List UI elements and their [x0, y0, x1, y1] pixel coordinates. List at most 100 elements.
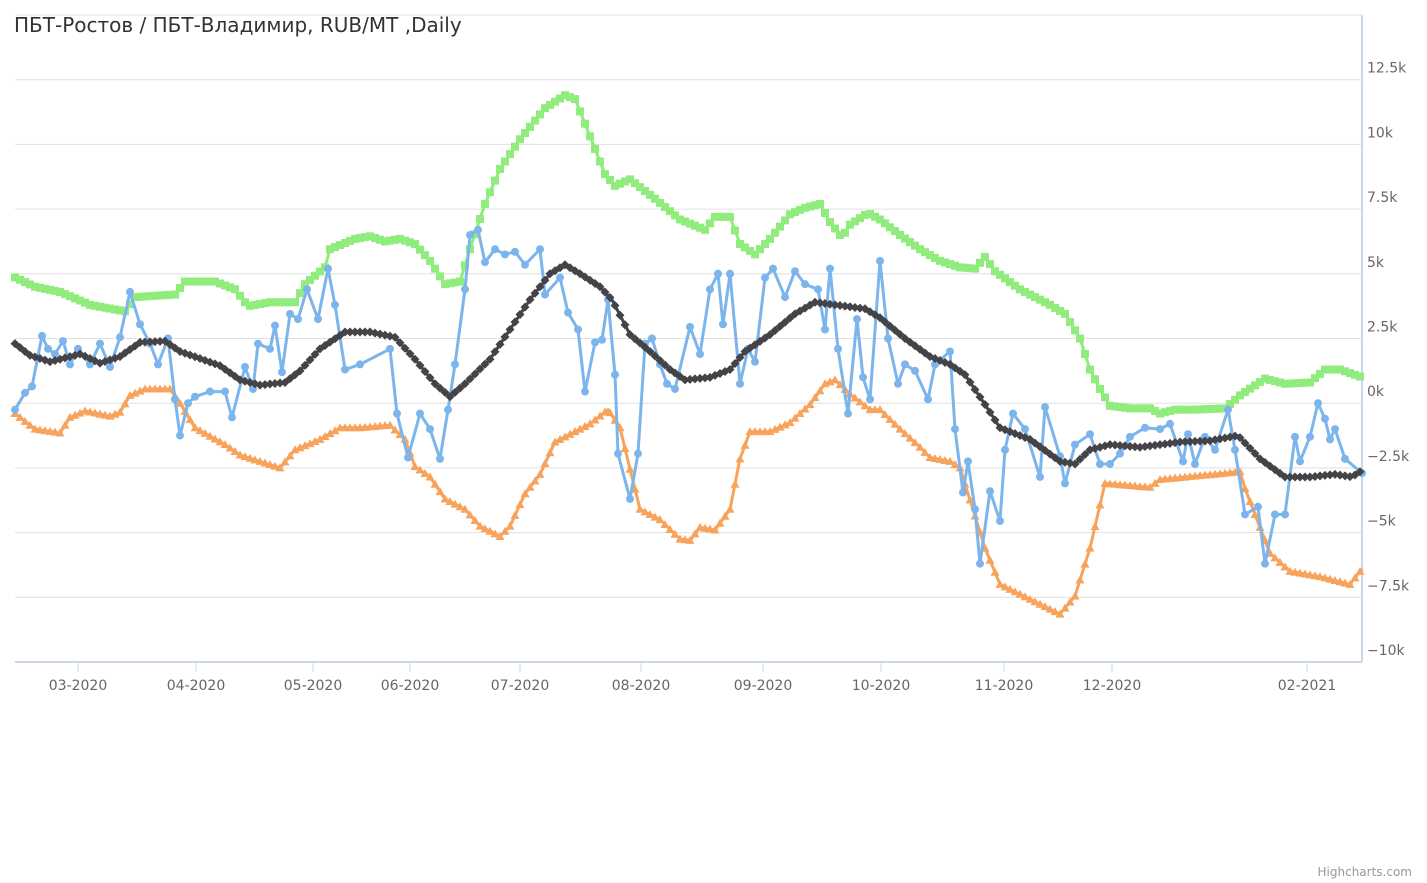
x-tick-label: 10-2020	[852, 678, 911, 694]
data-point	[1330, 575, 1340, 584]
data-point	[305, 439, 315, 448]
data-point	[151, 291, 159, 300]
data-point	[1040, 602, 1050, 611]
data-point	[246, 301, 254, 310]
data-point	[895, 424, 905, 433]
data-point	[295, 443, 305, 452]
data-point	[295, 366, 305, 376]
data-point	[1181, 405, 1189, 414]
data-point	[580, 421, 590, 430]
data-point	[386, 344, 394, 353]
data-point	[96, 302, 104, 311]
data-point	[648, 334, 656, 343]
data-point	[985, 555, 995, 564]
data-point	[625, 464, 635, 473]
data-point	[985, 407, 995, 417]
credits-link[interactable]: Highcharts.com	[1318, 865, 1412, 879]
data-point	[261, 299, 269, 308]
data-point	[195, 426, 205, 435]
data-point	[1176, 405, 1184, 414]
data-point	[314, 315, 322, 324]
data-point	[1316, 369, 1324, 378]
data-point	[1186, 405, 1194, 414]
data-point	[60, 420, 70, 429]
data-point	[331, 243, 339, 252]
data-point	[410, 462, 420, 471]
data-point	[1075, 454, 1085, 464]
data-point	[59, 337, 67, 346]
data-point	[776, 222, 784, 231]
data-point	[1051, 303, 1059, 312]
data-point	[154, 360, 162, 369]
data-point	[959, 488, 967, 497]
data-point	[1106, 401, 1114, 410]
data-point	[956, 263, 964, 272]
data-point	[610, 301, 620, 311]
data-point	[791, 208, 799, 217]
data-point	[621, 177, 629, 186]
data-point	[1179, 457, 1187, 466]
data-point	[1256, 377, 1264, 386]
data-point	[550, 437, 560, 446]
data-point	[1346, 369, 1354, 378]
data-point	[361, 233, 369, 242]
x-tick-label: 12-2020	[1083, 678, 1142, 694]
data-point	[530, 288, 540, 298]
data-point	[415, 465, 425, 474]
data-point	[1070, 459, 1080, 469]
data-point	[581, 119, 589, 128]
data-point	[291, 298, 299, 307]
data-point	[853, 315, 861, 324]
data-point	[635, 338, 645, 348]
data-point	[605, 293, 615, 303]
data-point	[91, 301, 99, 310]
data-point	[640, 507, 650, 516]
data-point	[650, 351, 660, 361]
data-point	[1226, 400, 1234, 409]
data-point	[731, 226, 739, 235]
data-point	[911, 241, 919, 250]
data-point	[205, 431, 215, 440]
data-point	[960, 370, 970, 380]
data-point	[1166, 406, 1174, 415]
data-point	[890, 325, 900, 335]
data-point	[474, 225, 482, 234]
data-point	[1321, 414, 1329, 423]
data-point	[501, 157, 509, 166]
data-point	[411, 240, 419, 249]
data-point	[1031, 293, 1039, 302]
data-point	[226, 283, 234, 292]
data-point	[861, 210, 869, 219]
data-point	[561, 91, 569, 100]
data-point	[670, 529, 680, 538]
data-point	[545, 448, 555, 457]
data-point	[946, 260, 954, 269]
data-point	[966, 264, 974, 273]
y-tick-label: −7.5k	[1367, 578, 1410, 594]
data-point	[706, 219, 714, 228]
data-point	[1185, 437, 1195, 447]
data-point	[1015, 589, 1025, 598]
data-point	[405, 349, 415, 359]
data-point	[431, 264, 439, 273]
data-point	[11, 273, 19, 282]
data-point	[406, 238, 414, 247]
data-point	[769, 264, 777, 273]
data-point	[441, 280, 449, 289]
data-point	[1235, 433, 1245, 443]
data-point	[598, 335, 606, 344]
data-point	[440, 387, 450, 397]
data-point	[1301, 378, 1309, 387]
data-point	[765, 427, 775, 436]
data-point	[206, 277, 214, 286]
data-point	[531, 116, 539, 125]
data-point	[844, 409, 852, 418]
data-point	[570, 427, 580, 436]
data-point	[1276, 378, 1284, 387]
data-point	[286, 298, 294, 307]
data-point	[921, 248, 929, 257]
data-point	[850, 393, 860, 402]
data-point	[1250, 509, 1260, 518]
data-point	[655, 355, 665, 365]
